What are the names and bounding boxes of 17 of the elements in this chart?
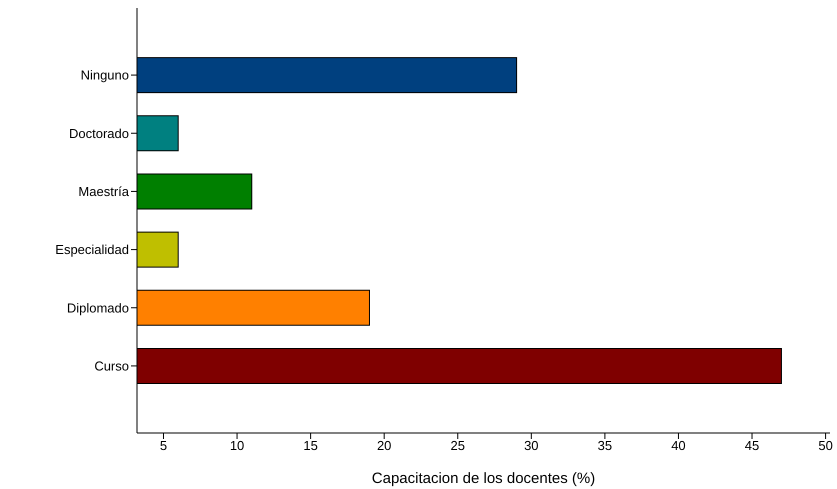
x-tick-label: 45 (744, 438, 760, 454)
y-tick-label: Diplomado (66, 300, 129, 316)
y-tick-label: Ninguno (80, 68, 129, 83)
x-tick-label: 25 (450, 438, 465, 454)
x-tick-label: 30 (524, 438, 539, 454)
y-tick-label: Especialidad (55, 242, 129, 258)
y-tick-label: Curso (94, 358, 129, 374)
y-tick-label: Doctorado (69, 126, 129, 141)
x-tick-label: 5 (160, 438, 168, 454)
x-tick-label: 50 (818, 438, 833, 454)
x-tick-label: 35 (598, 438, 612, 454)
x-tick-label: 20 (376, 438, 392, 454)
y-tick-label: Maestría (78, 184, 130, 200)
x-tick-label: 10 (230, 438, 244, 454)
x-tick-label: 40 (671, 438, 686, 454)
x-axis-title: Capacitacion de los docentes (%) (372, 470, 596, 487)
x-tick-label: 15 (303, 438, 318, 454)
